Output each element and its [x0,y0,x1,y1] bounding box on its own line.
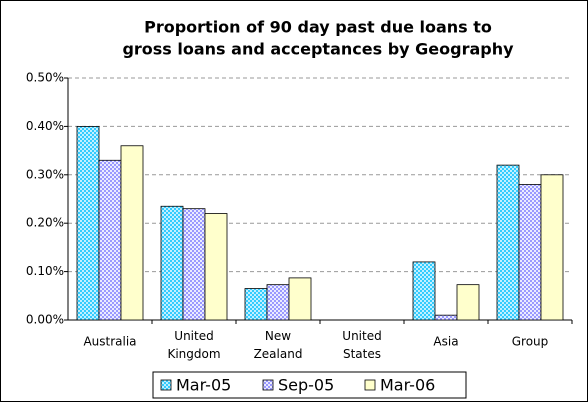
legend-label: Mar-06 [380,376,435,395]
y-tick-label: 0.00% [26,313,64,327]
y-tick-label: 0.40% [26,119,64,133]
x-tick-label: Asia [433,335,458,349]
bar [98,159,122,321]
x-tick-label: Group [512,335,549,349]
chart-title: Proportion of 90 day past due loans to [144,18,492,37]
bar [120,145,144,321]
legend-label: Sep-05 [278,376,334,395]
bar [182,208,206,321]
bar [76,126,100,321]
chart-title: gross loans and acceptances by Geography [122,40,514,59]
x-tick-label: New Zealand [254,329,303,361]
bar [288,277,312,321]
bar [456,284,480,321]
bar [434,314,458,321]
y-tick-label: 0.50% [26,71,64,85]
bar [244,288,268,321]
bar [266,284,290,321]
bar [160,205,184,321]
y-tick-label: 0.10% [26,264,64,278]
bar [412,261,436,321]
bar [496,164,520,321]
x-tick-label: Australia [83,335,136,349]
legend-box [152,371,467,399]
bar [204,213,228,321]
bar [518,184,542,321]
legend-swatch [262,379,274,391]
legend-swatch [160,379,172,391]
x-tick-label: United States [342,329,381,361]
legend-label: Mar-05 [176,376,231,395]
x-tick-label: United Kingdom [167,329,220,361]
legend-swatch [364,379,376,391]
y-tick-label: 0.20% [26,216,64,230]
bar [540,174,564,321]
y-tick-label: 0.30% [26,167,64,181]
